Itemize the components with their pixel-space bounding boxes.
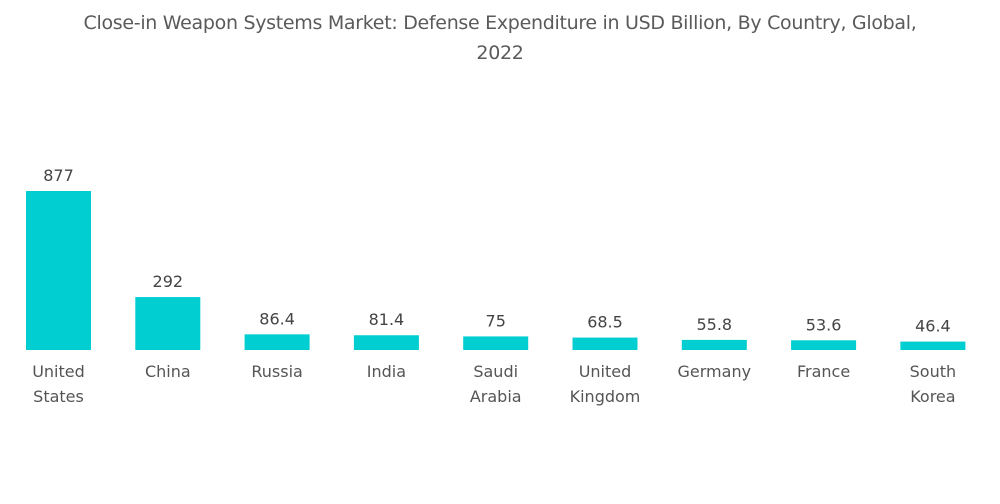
value-label-united-states: 877: [43, 166, 74, 185]
chart-title: Close-in Weapon Systems Market: Defense …: [0, 8, 1000, 68]
value-labels-group: 877 292 86.4 81.4 75 68.5 55.8 53.6 46.4: [43, 166, 950, 336]
bar-germany: [681, 339, 747, 350]
category-label-united-kingdom: United: [579, 362, 632, 381]
bar-india: [353, 335, 419, 350]
category-label-saudi-arabia: Saudi: [473, 362, 518, 381]
category-label-united-states-line-2: States: [33, 387, 84, 406]
category-label-united-kingdom-line-2: Kingdom: [570, 387, 641, 406]
bar-saudi-arabia: [463, 336, 529, 350]
value-label-saudi-arabia: 75: [486, 311, 506, 330]
category-label-china: China: [145, 362, 191, 381]
value-label-germany: 55.8: [696, 315, 732, 334]
bar-france: [791, 340, 857, 350]
value-label-france: 53.6: [806, 315, 842, 334]
bars-group: [26, 191, 966, 350]
category-label-saudi-arabia-line-2: Arabia: [470, 387, 522, 406]
category-label-india: India: [367, 362, 406, 381]
chart-title-line-2: 2022: [476, 42, 524, 64]
bar-united-states: [26, 191, 91, 350]
value-label-india: 81.4: [369, 310, 405, 329]
category-labels-group: United States China Russia India Saudi Arabia U…: [32, 362, 956, 406]
category-label-south-korea: South: [910, 362, 957, 381]
bar-china: [135, 297, 201, 350]
category-label-russia: Russia: [251, 362, 302, 381]
category-label-france: France: [797, 362, 850, 381]
value-label-united-kingdom: 68.5: [587, 313, 623, 332]
category-label-united-states: United: [32, 362, 85, 381]
value-label-china: 292: [153, 272, 184, 291]
category-label-germany: Germany: [678, 362, 752, 381]
value-label-russia: 86.4: [259, 309, 295, 328]
category-label-south-korea-line-2: Korea: [910, 387, 955, 406]
chart-title-line-1: Close-in Weapon Systems Market: Defense …: [83, 12, 917, 34]
value-label-south-korea: 46.4: [915, 317, 951, 336]
bar-russia: [244, 334, 310, 350]
bar-united-kingdom: [572, 337, 638, 350]
bar-south-korea: [900, 341, 966, 350]
